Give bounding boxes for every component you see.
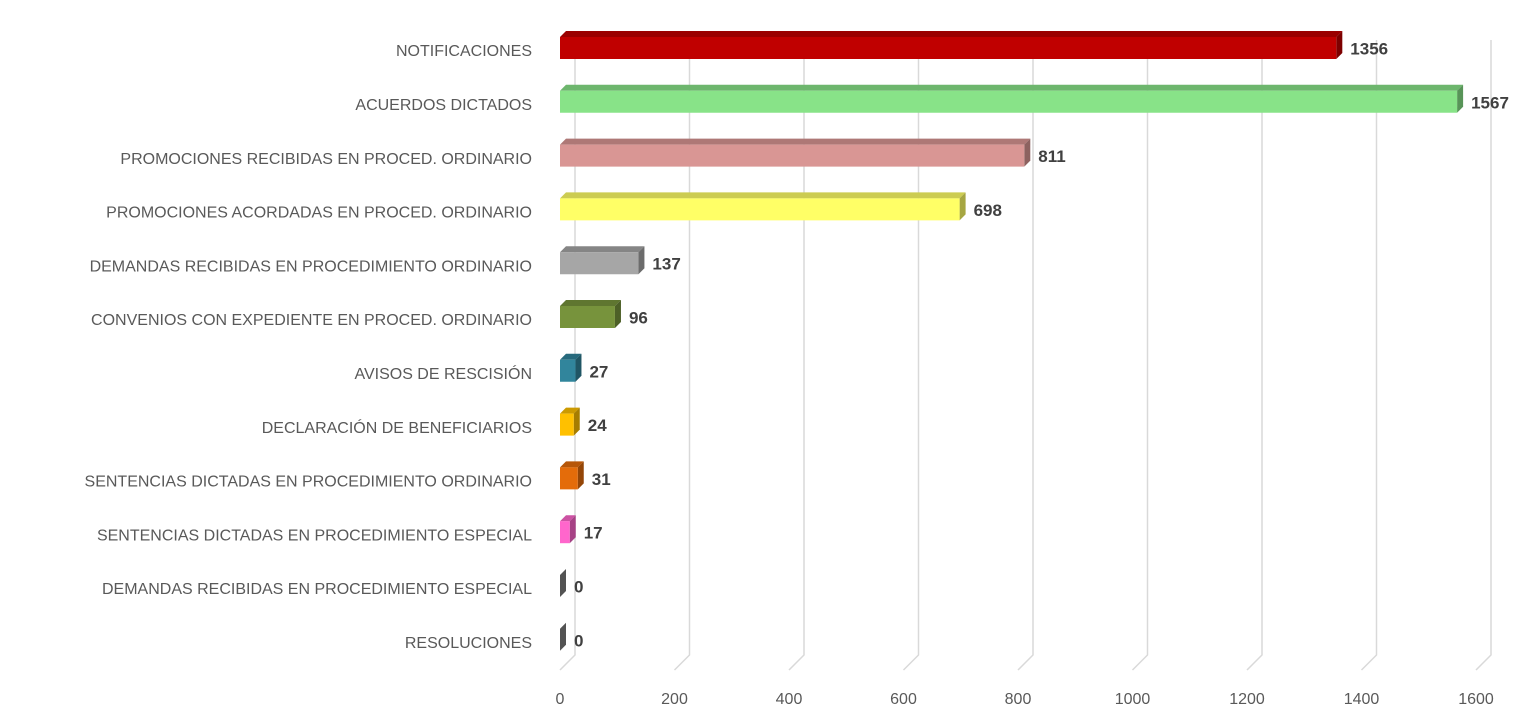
bar-face — [573, 407, 580, 436]
y-tick-label: PROMOCIONES ACORDADAS EN PROCED. ORDINAR… — [106, 205, 532, 222]
bar — [560, 622, 566, 651]
grid-line — [788, 40, 805, 671]
x-tick-label: 600 — [890, 691, 917, 708]
bar-face — [560, 37, 1337, 59]
bar — [560, 407, 580, 436]
data-label: 811 — [1038, 147, 1065, 166]
bar — [560, 300, 621, 328]
bar — [560, 246, 645, 275]
x-tick-label: 0 — [556, 691, 565, 708]
data-label: 698 — [974, 201, 1002, 220]
x-tick-label: 1400 — [1344, 691, 1380, 708]
x-tick-label: 1000 — [1115, 691, 1151, 708]
y-tick-label: SENTENCIAS DICTADAS EN PROCEDIMIENTO ESP… — [97, 527, 532, 544]
y-tick-label: PROMOCIONES RECIBIDAS EN PROCED. ORDINAR… — [120, 151, 532, 168]
bar-face — [560, 90, 1458, 113]
y-tick-label: SENTENCIAS DICTADAS EN PROCEDIMIENTO ORD… — [85, 474, 532, 491]
bar — [560, 192, 966, 221]
y-tick-label: DECLARACIÓN DE BENEFICIARIOS — [262, 418, 532, 437]
bar-face — [560, 306, 615, 328]
x-tick-label: 1200 — [1229, 691, 1265, 708]
data-label: 1356 — [1350, 39, 1388, 58]
y-tick-label: DEMANDAS RECIBIDAS EN PROCEDIMIENTO ESPE… — [102, 581, 532, 598]
bar — [560, 138, 1031, 167]
bar-face — [560, 300, 621, 306]
bar-face — [560, 467, 578, 490]
data-label: 137 — [652, 255, 680, 274]
grid-line — [1131, 40, 1149, 671]
data-label: 24 — [588, 416, 607, 435]
bar-face — [1457, 84, 1464, 113]
y-tick-label: AVISOS DE RESCISIÓN — [354, 364, 532, 383]
bar-face — [560, 31, 1343, 37]
bar-face — [569, 515, 576, 544]
data-label: 1567 — [1471, 93, 1509, 112]
y-tick-label: DEMANDAS RECIBIDAS EN PROCEDIMIENTO ORDI… — [90, 258, 532, 275]
data-label: 17 — [584, 524, 603, 543]
bar-face — [560, 622, 566, 651]
grid-line — [1017, 40, 1034, 671]
bar — [560, 461, 584, 490]
data-label: 31 — [592, 470, 611, 489]
data-label: 0 — [574, 577, 583, 596]
bar-face — [560, 515, 576, 522]
x-tick-label: 200 — [661, 691, 688, 708]
bar-face — [560, 521, 570, 544]
bar — [560, 31, 1343, 59]
grid-line — [1360, 40, 1378, 671]
bar-face — [560, 192, 966, 199]
grid-line — [559, 40, 576, 671]
bar-face — [575, 353, 582, 382]
bar-face — [560, 413, 574, 436]
bar-face — [560, 138, 1031, 145]
x-tick-label: 400 — [776, 691, 803, 708]
bar-face — [560, 569, 566, 597]
bar-face — [560, 252, 639, 275]
bar-face — [560, 359, 576, 382]
bar-face — [614, 300, 621, 328]
bar-face — [1024, 138, 1031, 167]
y-tick-label: RESOLUCIONES — [405, 635, 532, 652]
grid-line — [1246, 40, 1263, 671]
bar-face — [560, 198, 960, 221]
y-tick-label: CONVENIOS CON EXPEDIENTE EN PROCED. ORDI… — [91, 312, 532, 329]
bar-face — [560, 144, 1025, 167]
bar — [560, 569, 566, 597]
bar-face — [577, 461, 584, 490]
grid-line — [902, 40, 920, 671]
bar-face — [560, 407, 580, 414]
bar-face — [560, 353, 582, 360]
y-tick-label: ACUERDOS DICTADOS — [355, 97, 532, 114]
bar-face — [560, 84, 1464, 91]
data-label: 0 — [574, 631, 583, 650]
data-label: 96 — [629, 308, 648, 327]
bar-face — [560, 461, 584, 468]
bar-face — [959, 192, 966, 221]
grid-line — [1475, 40, 1492, 671]
grid-line — [673, 40, 691, 671]
data-label: 27 — [589, 362, 608, 381]
x-tick-label: 800 — [1005, 691, 1032, 708]
x-tick-label: 1600 — [1458, 691, 1494, 708]
y-tick-label: NOTIFICACIONES — [396, 43, 532, 60]
bar — [560, 84, 1464, 113]
bar — [560, 515, 576, 544]
bar-face — [560, 246, 645, 253]
bar — [560, 353, 582, 382]
bar-face — [638, 246, 645, 275]
bar-face — [1336, 31, 1343, 59]
